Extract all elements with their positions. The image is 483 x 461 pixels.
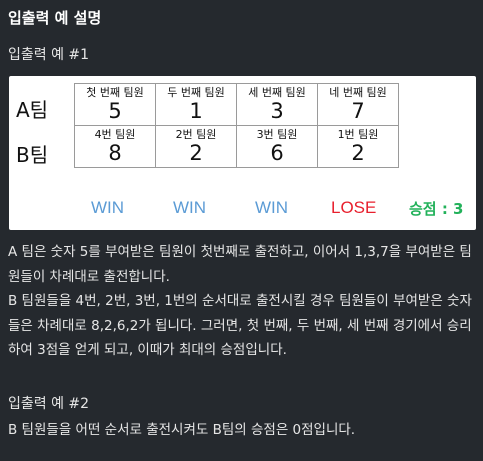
result-2: WIN — [173, 198, 207, 217]
team-b-cell: 2번 팀원 2 — [155, 125, 237, 168]
cell-number: 7 — [351, 99, 365, 123]
cell-number: 1 — [189, 99, 203, 123]
cell-header: 3번 팀원 — [256, 128, 298, 141]
team-a-cell: 두 번째 팀원 1 — [155, 83, 237, 126]
cell-header: 2번 팀원 — [175, 128, 217, 141]
cell-number: 3 — [270, 99, 284, 123]
score-label: 승점 : 3 — [409, 200, 464, 218]
cell-header: 1번 팀원 — [337, 128, 379, 141]
team-b-row: 4번 팀원 8 2번 팀원 2 3번 팀원 6 1번 팀원 2 — [74, 125, 399, 168]
matchup-table: 첫 번째 팀원 5 두 번째 팀원 1 세 번째 팀원 3 네 번째 팀원 7 4번 팀… — [74, 83, 399, 168]
cell-number: 2 — [189, 141, 203, 165]
team-b-cell: 4번 팀원 8 — [74, 125, 156, 168]
example-2-title: 입출력 예 #2 — [8, 396, 90, 412]
example-1-paragraph-2: B 팀원들을 4번, 2번, 3번, 1번의 순서대로 출전시킬 경우 팀원들이… — [8, 293, 472, 358]
section-heading: 입출력 예 설명 — [8, 9, 102, 27]
result-4: LOSE — [331, 198, 377, 217]
example-1-title: 입출력 예 #1 — [8, 47, 90, 63]
cell-number: 8 — [108, 141, 122, 165]
cell-header: 네 번째 팀원 — [329, 86, 387, 99]
team-a-label: A팀 — [16, 98, 49, 122]
team-b-label: B팀 — [16, 143, 49, 167]
team-a-row: 첫 번째 팀원 5 두 번째 팀원 1 세 번째 팀원 3 네 번째 팀원 7 — [74, 83, 399, 126]
team-b-cell: 1번 팀원 2 — [317, 125, 399, 168]
example-1-figure: A팀 B팀 첫 번째 팀원 5 두 번째 팀원 1 세 번째 팀원 3 네 번째 팀원… — [9, 76, 476, 230]
cell-number: 2 — [351, 141, 365, 165]
example-2-paragraph: B 팀원들을 어떤 순서로 출전시켜도 B팀의 승점은 0점입니다. — [8, 422, 356, 438]
cell-number: 5 — [108, 99, 122, 123]
team-b-cell: 3번 팀원 6 — [236, 125, 318, 168]
cell-header: 4번 팀원 — [94, 128, 136, 141]
team-a-cell: 네 번째 팀원 7 — [317, 83, 399, 126]
team-a-cell: 세 번째 팀원 3 — [236, 83, 318, 126]
result-1: WIN — [91, 198, 125, 217]
cell-header: 세 번째 팀원 — [248, 86, 306, 99]
example-1-paragraph-1: A 팀은 숫자 5를 부여받은 팀원이 첫번째로 출전하고, 이어서 1,3,7… — [8, 244, 472, 285]
cell-header: 두 번째 팀원 — [167, 86, 225, 99]
cell-header: 첫 번째 팀원 — [86, 86, 144, 99]
result-3: WIN — [255, 198, 289, 217]
cell-number: 6 — [270, 141, 284, 165]
team-a-cell: 첫 번째 팀원 5 — [74, 83, 156, 126]
